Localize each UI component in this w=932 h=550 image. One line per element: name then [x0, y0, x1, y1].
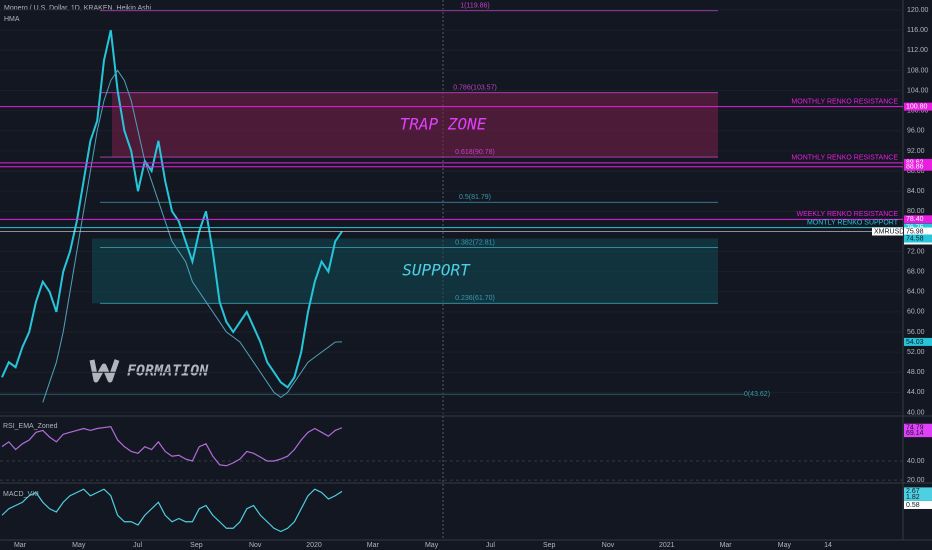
x-tick-label: Sep — [543, 542, 556, 549]
y-tick-label: 96.00 — [907, 128, 925, 135]
fib-label: 0.382(72.81) — [455, 239, 495, 246]
fib-label: 0.786(103.57) — [453, 85, 497, 92]
price-tag — [904, 162, 932, 171]
price-tag — [904, 215, 932, 224]
x-tick-label: Mar — [367, 542, 380, 549]
y-tick-label: 100.00 — [907, 108, 929, 115]
price-tag-label: 54.03 — [906, 339, 924, 346]
x-tick-label: May — [425, 542, 439, 549]
price-tag — [904, 423, 932, 432]
zone-label: TRAP ZONE — [400, 114, 487, 133]
x-tick-label: Nov — [249, 542, 262, 549]
price-tag — [904, 102, 932, 111]
price-tag — [904, 227, 932, 236]
y-tick-label: 40.00 — [907, 458, 925, 465]
rsi-label: RSI_EMA_Zoned — [3, 423, 58, 430]
y-tick-label: 108.00 — [907, 67, 929, 74]
price-tag-label: 88.86 — [906, 164, 924, 171]
y-tick-label: 116.00 — [907, 27, 928, 34]
w-icon — [89, 359, 120, 383]
y-tick-label: 120.00 — [907, 7, 929, 14]
price-tag-label: 100.80 — [906, 103, 928, 110]
price-tag — [904, 492, 932, 501]
x-tick-label: 2020 — [306, 542, 322, 549]
indicator-label: HMA — [4, 16, 20, 23]
x-tick-label: May — [72, 542, 86, 549]
fib-label: 1(119.86) — [460, 3, 489, 10]
price-tag-label: 2.67 — [906, 488, 920, 495]
level-label: WEEKLY RENKO RESISTANCE — [796, 211, 898, 218]
y-tick-label: 64.00 — [907, 289, 925, 296]
y-tick-label: 44.00 — [907, 389, 925, 396]
y-tick-label: 88.00 — [907, 168, 925, 175]
price-tag — [904, 500, 932, 509]
y-tick-label: 112.00 — [907, 47, 928, 54]
price-tag-label: 74.58 — [906, 235, 924, 242]
fib-label: 0(43.62) — [744, 391, 770, 398]
y-tick-label: 80.00 — [907, 208, 925, 215]
symbol-tag-label: XMRUSD — [874, 228, 904, 235]
y-tick-label: 68.00 — [907, 268, 925, 275]
y-tick-label: 92.00 — [907, 148, 925, 155]
price-tag — [904, 234, 932, 243]
y-tick-label: 60.00 — [907, 309, 925, 316]
x-tick-label: 2021 — [659, 542, 675, 549]
price-tag-label: 0.58 — [906, 502, 920, 509]
y-tick-label: 20.00 — [907, 477, 925, 484]
fib-label: 0.618(90.78) — [455, 149, 495, 156]
x-tick-label: Mar — [14, 542, 27, 549]
price-tag-label: 74.79 — [906, 425, 924, 432]
price-tag — [904, 429, 932, 438]
level-label: MONTLY RENKO SUPPORT — [807, 219, 899, 226]
chart-title: Monero / U.S. Dollar, 1D, KRAKEN, Heikin… — [4, 5, 151, 12]
price-tag-label: 1.82 — [906, 494, 920, 501]
x-tick-label: Jul — [486, 542, 495, 549]
level-label: MONTHLY RENKO RESISTANCE — [791, 155, 898, 162]
x-tick-label: Mar — [720, 542, 733, 549]
y-tick-label: 84.00 — [907, 188, 925, 195]
y-tick-label: 72.00 — [907, 248, 925, 255]
price-tag — [904, 487, 932, 496]
y-tick-label: 52.00 — [907, 349, 925, 356]
price-tag — [904, 337, 932, 346]
price-tag-label: 78.40 — [906, 216, 924, 223]
fib-label: 0.236(61.70) — [455, 295, 495, 302]
symbol-tag — [872, 227, 903, 236]
y-tick-label: 40.00 — [907, 409, 925, 416]
price-line — [42, 69, 343, 403]
y-tick-label: 48.00 — [907, 369, 925, 376]
price-tag-label: 75.98 — [906, 228, 924, 235]
y-tick-label: 104.00 — [907, 87, 929, 94]
level-label: MONTHLY RENKO RESISTANCE — [791, 98, 898, 105]
rsi-line — [1, 425, 343, 467]
macd-label: MACD_VXI — [3, 491, 39, 498]
x-tick-label: May — [778, 542, 792, 549]
price-line — [1, 29, 343, 389]
zone-label: SUPPORT — [402, 260, 471, 279]
zone — [92, 238, 718, 304]
x-tick-label: 14 — [824, 542, 832, 549]
price-tag-label: 69.14 — [906, 430, 924, 437]
zone — [112, 92, 718, 158]
x-tick-label: Sep — [190, 542, 203, 549]
x-tick-label: Jul — [133, 542, 142, 549]
annotation: FORMATION — [127, 362, 209, 380]
fib-label: 0.5(81.79) — [459, 194, 491, 201]
y-tick-label: 56.00 — [907, 329, 925, 336]
macd-line — [1, 488, 343, 533]
x-tick-label: Nov — [602, 542, 615, 549]
